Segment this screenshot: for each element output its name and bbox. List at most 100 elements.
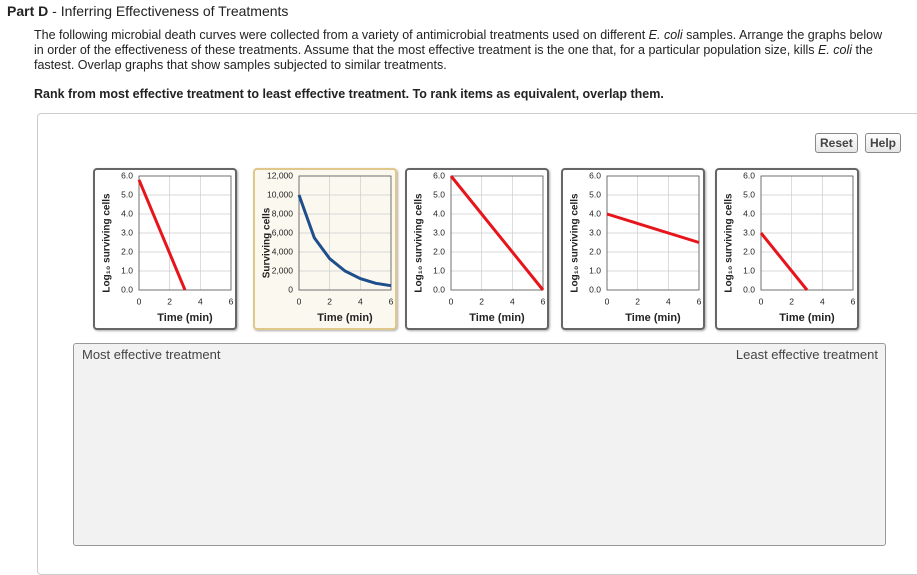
x-tick-label: 6 — [851, 296, 856, 306]
y-tick-label: 1.0 — [433, 265, 445, 275]
death-curve — [137, 179, 187, 291]
plot-frame — [298, 175, 392, 291]
x-tick-label: 0 — [605, 296, 610, 306]
graph-card[interactable]: 0 2,000 4,000 6,000 8,000 10,000 12,000 0 2 4 6 Tim… — [253, 168, 397, 330]
y-tick-label: 4.0 — [121, 208, 133, 218]
x-tick-label: 6 — [229, 296, 234, 306]
title: Inferring Effectiveness of Treatments — [60, 3, 289, 19]
y-tick-label: 8,000 — [272, 208, 294, 218]
y-tick-label: 6,000 — [272, 227, 294, 237]
x-tick-label: 2 — [167, 296, 172, 306]
text: E. coli — [648, 28, 683, 42]
text: samples. Arrange the graphs below in ord… — [34, 28, 883, 57]
y-tick-label: 2.0 — [743, 246, 755, 256]
x-axis-label: Time (min) — [779, 312, 835, 324]
death-curve — [297, 194, 392, 288]
x-tick-label: 2 — [635, 296, 640, 306]
x-tick-label: 4 — [820, 296, 825, 306]
x-tick-label: 0 — [137, 296, 142, 306]
x-tick-label: 4 — [666, 296, 671, 306]
graph-card[interactable]: 0.0 1.0 2.0 3.0 4.0 5.0 6.0 0 2 4 6 Time (min) Log₁₀… — [561, 168, 705, 330]
x-tick-label: 2 — [327, 296, 332, 306]
x-tick-label: 0 — [449, 296, 454, 306]
death-curve — [759, 232, 809, 291]
death-curve — [606, 212, 700, 244]
y-tick-label: 5.0 — [589, 189, 601, 199]
header: Part D - Inferring Effectiveness of Trea… — [7, 3, 288, 19]
x-tick-label: 0 — [759, 296, 764, 306]
y-tick-label: 5.0 — [121, 189, 133, 199]
x-axis-label: Time (min) — [469, 312, 525, 324]
page: Part D - Inferring Effectiveness of Trea… — [7, 3, 917, 575]
x-axis-label: Time (min) — [625, 312, 681, 324]
y-tick-label: 3.0 — [121, 227, 133, 237]
graph-card[interactable]: 0.0 1.0 2.0 3.0 4.0 5.0 6.0 0 2 4 6 Time (min) Log₁₀… — [93, 168, 237, 330]
mini-chart: 0.0 1.0 2.0 3.0 4.0 5.0 6.0 0 2 4 6 Time (min) Log₁₀… — [102, 170, 234, 324]
y-tick-label: 4,000 — [272, 246, 294, 256]
y-axis-label: Log₁₀ surviving cells — [570, 193, 581, 293]
reset-button[interactable]: Reset — [815, 133, 858, 153]
intro: The following microbial death curves wer… — [34, 28, 894, 73]
y-tick-label: 12,000 — [267, 170, 293, 180]
x-tick-label: 6 — [697, 296, 702, 306]
y-axis-label: Log₁₀ surviving cells — [724, 193, 735, 293]
x-tick-label: 4 — [510, 296, 515, 306]
x-tick-label: 4 — [358, 296, 363, 306]
y-tick-label: 0 — [288, 284, 293, 294]
y-tick-label: 2,000 — [272, 265, 294, 275]
right-label: Least effective treatment — [735, 347, 878, 362]
plot-frame — [606, 175, 700, 291]
death-curve — [449, 175, 545, 291]
x-axis-label: Time (min) — [317, 312, 373, 324]
y-axis-label: Log₁₀ surviving cells — [102, 193, 113, 293]
y-axis-label: Log₁₀ surviving cells — [414, 193, 425, 293]
y-tick-label: 6.0 — [121, 170, 133, 180]
y-axis-label: Surviving cells — [262, 207, 273, 278]
y-tick-label: 0.0 — [433, 284, 445, 294]
y-tick-label: 1.0 — [589, 265, 601, 275]
help-button[interactable]: Help — [865, 133, 902, 153]
y-tick-label: 5.0 — [743, 189, 755, 199]
x-tick-label: 2 — [479, 296, 484, 306]
y-tick-label: 3.0 — [743, 227, 755, 237]
text: The following microbial death curves wer… — [34, 28, 649, 42]
graph-card[interactable]: 0.0 1.0 2.0 3.0 4.0 5.0 6.0 0 2 4 6 Time (min) Log₁₀… — [715, 168, 859, 330]
text: the fastest. Overlap graphs that show sa… — [34, 43, 873, 72]
y-tick-label: 3.0 — [433, 227, 445, 237]
y-tick-label: 2.0 — [433, 246, 445, 256]
y-tick-label: 6.0 — [589, 170, 601, 180]
y-tick-label: 3.0 — [589, 227, 601, 237]
y-tick-label: 6.0 — [743, 170, 755, 180]
x-axis-label: Time (min) — [157, 312, 213, 324]
part: Part D — [7, 3, 49, 19]
mini-chart: 0.0 1.0 2.0 3.0 4.0 5.0 6.0 0 2 4 6 Time (min) Log₁₀… — [414, 170, 546, 324]
y-tick-label: 2.0 — [121, 246, 133, 256]
y-tick-label: 4.0 — [433, 208, 445, 218]
instruction: Rank from most effective treatment to le… — [34, 87, 664, 101]
y-tick-label: 2.0 — [589, 246, 601, 256]
x-tick-label: 0 — [297, 296, 302, 306]
mini-chart: 0.0 1.0 2.0 3.0 4.0 5.0 6.0 0 2 4 6 Time (min) Log₁₀… — [724, 170, 856, 324]
y-tick-label: 0.0 — [121, 284, 133, 294]
drop-zone[interactable]: Most effective treatment Least effective… — [73, 343, 886, 546]
graph-card[interactable]: 0.0 1.0 2.0 3.0 4.0 5.0 6.0 0 2 4 6 Time (min) Log₁₀… — [405, 168, 549, 330]
y-tick-label: 5.0 — [433, 189, 445, 199]
y-tick-label: 4.0 — [589, 208, 601, 218]
x-tick-label: 2 — [789, 296, 794, 306]
y-tick-label: 0.0 — [743, 284, 755, 294]
mini-chart: 0.0 1.0 2.0 3.0 4.0 5.0 6.0 0 2 4 6 Time (min) Log₁₀… — [570, 170, 702, 324]
y-tick-label: 0.0 — [589, 284, 601, 294]
y-tick-label: 10,000 — [267, 189, 293, 199]
left-label: Most effective treatment — [82, 347, 221, 362]
mini-chart: 0 2,000 4,000 6,000 8,000 10,000 12,000 0 2 4 6 Tim… — [262, 170, 394, 324]
y-tick-label: 4.0 — [743, 208, 755, 218]
y-tick-label: 1.0 — [121, 265, 133, 275]
y-tick-label: 1.0 — [743, 265, 755, 275]
text: E. coli — [817, 43, 853, 57]
x-tick-label: 4 — [198, 296, 203, 306]
x-tick-label: 6 — [541, 296, 546, 306]
y-tick-label: 6.0 — [433, 170, 445, 180]
x-tick-label: 6 — [389, 296, 394, 306]
separator: - — [48, 3, 61, 19]
plot-frame — [450, 175, 544, 291]
